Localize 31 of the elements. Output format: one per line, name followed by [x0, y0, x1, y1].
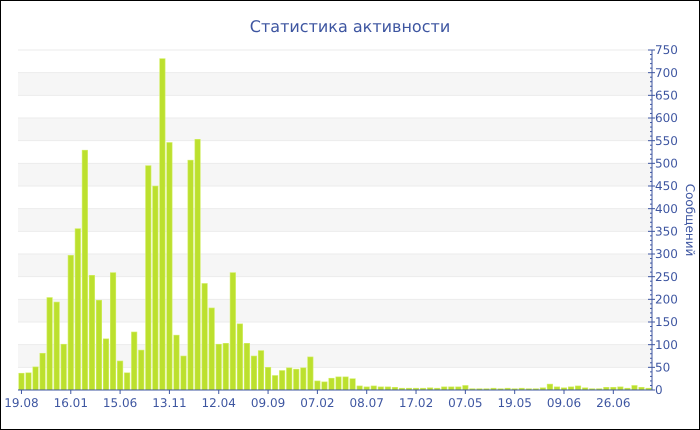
y-tick-label: 650: [655, 88, 678, 103]
x-tick-label: 09.09: [250, 396, 286, 410]
y-tick-label: 0: [655, 383, 663, 398]
y-axis-title: Сообщений: [683, 184, 697, 256]
y-tick-label: 50: [655, 360, 670, 375]
x-tick-label: 13.11: [152, 396, 187, 410]
y-tick-label: 450: [655, 179, 678, 194]
y-tick-label: 100: [655, 338, 678, 352]
x-tick-label: 19.05: [497, 396, 532, 410]
y-tick-label: 300: [655, 247, 678, 262]
y-tick-label: 200: [655, 292, 678, 307]
x-tick-label: 12.04: [202, 396, 236, 410]
x-tick-label: 07.05: [448, 396, 483, 410]
y-tick-label: 750: [655, 43, 678, 58]
x-tick-label: 07.02: [300, 396, 335, 410]
y-tick-label: 550: [655, 134, 678, 148]
y-tick-label: 150: [655, 315, 678, 330]
y-tick-label: 400: [655, 202, 678, 216]
y-tick-label: 500: [655, 156, 678, 171]
x-tick-label: 16.01: [54, 396, 88, 410]
y-tick-label: 350: [655, 224, 678, 239]
x-tick-label: 15.06: [102, 396, 138, 410]
y-tick-label: 700: [655, 66, 678, 80]
y-tick-label: 250: [655, 270, 678, 284]
chart-title: Статистика активности: [250, 17, 450, 36]
x-tick-label: 09.06: [546, 396, 582, 410]
x-tick-label: 26.06: [596, 396, 630, 410]
x-tick-label: 19.08: [4, 396, 39, 410]
x-tick-label: 17.02: [398, 396, 434, 410]
y-tick-label: 600: [655, 111, 678, 126]
x-tick-label: 08.07: [350, 396, 384, 410]
